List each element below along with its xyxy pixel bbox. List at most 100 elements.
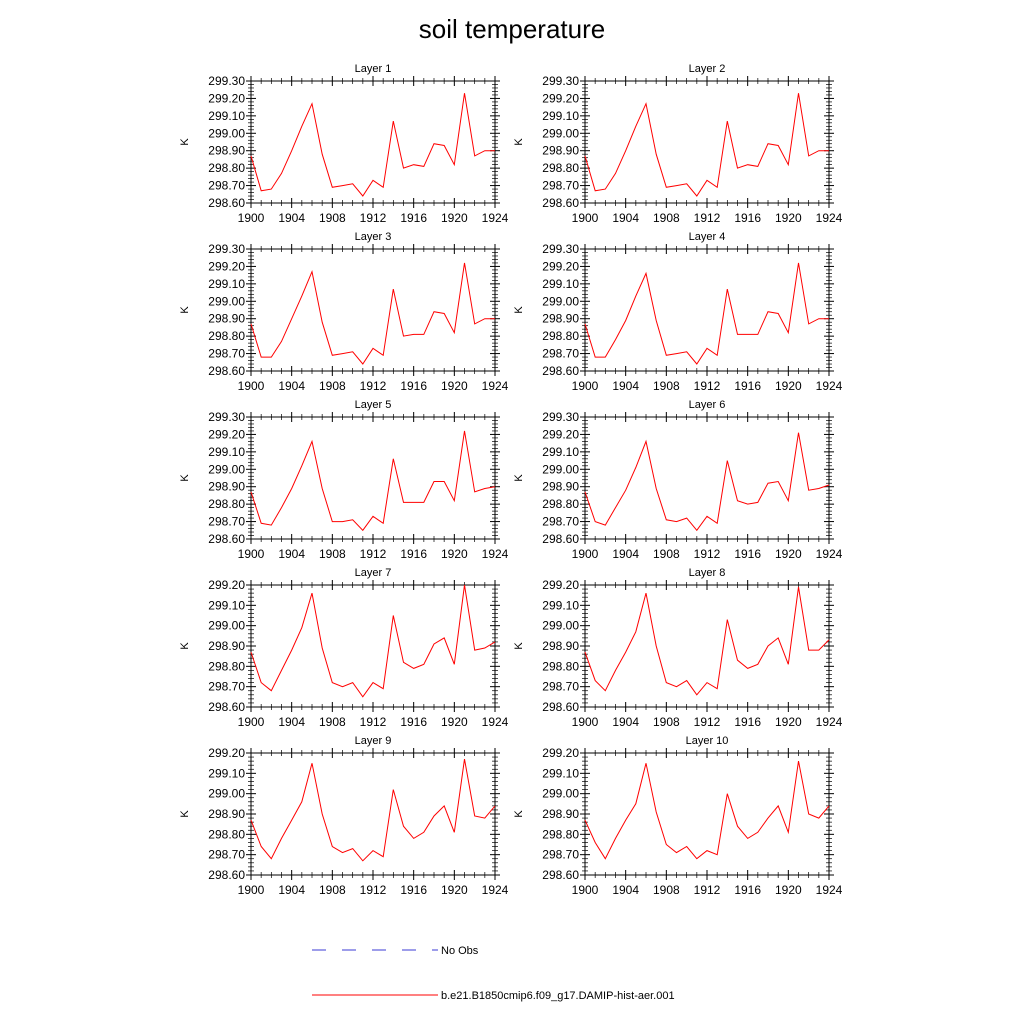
y-tick-label: 299.00 (208, 126, 245, 140)
series-line (250, 759, 496, 862)
x-tick-label: 1912 (694, 211, 721, 225)
plot-frame (250, 80, 496, 204)
y-axis-label: K (513, 810, 525, 818)
x-tick-label: 1916 (734, 547, 761, 561)
x-tick-label: 1908 (319, 715, 346, 729)
y-tick-label: 299.10 (542, 598, 579, 612)
y-tick-label: 299.10 (542, 277, 579, 291)
y-tick-label: 298.60 (542, 364, 579, 378)
x-tick-label: 1924 (816, 211, 843, 225)
x-tick-label: 1900 (238, 715, 265, 729)
x-tick-label: 1924 (482, 211, 509, 225)
panel-3: Layer 3 K 298.60 298.70 298.80 298.90 299.00 29… (179, 231, 509, 393)
y-tick-label: 299.20 (208, 91, 245, 105)
x-tick-label: 1920 (775, 715, 802, 729)
x-tick-label: 1924 (816, 379, 843, 393)
plot-frame (250, 584, 496, 708)
x-tick-label: 1924 (816, 883, 843, 897)
y-tick-label: 298.70 (208, 179, 245, 193)
y-tick-label: 299.20 (208, 427, 245, 441)
panel-title: Layer 7 (355, 567, 392, 579)
x-tick-label: 1900 (572, 379, 599, 393)
plot-frame (250, 416, 496, 540)
x-tick-label: 1908 (319, 883, 346, 897)
x-tick-label: 1920 (441, 883, 468, 897)
panel-1: Layer 1 K 298.60 298.70 298.80 298.90 299.00 29… (179, 63, 509, 225)
x-tick-label: 1920 (775, 883, 802, 897)
y-tick-label: 299.30 (208, 74, 245, 88)
x-tick-label: 1912 (694, 715, 721, 729)
y-tick-label: 298.90 (542, 480, 579, 494)
panel-7: Layer 7 K 298.60 298.70 298.80 298.90 299.00 29… (179, 567, 509, 729)
plot-frame (584, 584, 830, 708)
plot-frame (584, 752, 830, 876)
y-tick-label: 298.70 (542, 680, 579, 694)
y-tick-label: 299.10 (542, 109, 579, 123)
y-tick-label: 298.60 (542, 532, 579, 546)
x-tick-label: 1916 (400, 379, 427, 393)
y-tick-label: 298.90 (542, 312, 579, 326)
x-tick-label: 1900 (572, 715, 599, 729)
panel-title: Layer 8 (689, 567, 726, 579)
figure-title: soil temperature (418, 14, 606, 44)
y-tick-label: 298.80 (208, 497, 245, 511)
x-tick-label: 1920 (441, 547, 468, 561)
x-tick-label: 1908 (319, 211, 346, 225)
panel-6: Layer 6 K 298.60 298.70 298.80 298.90 299.00 29… (513, 399, 843, 561)
x-tick-label: 1908 (319, 379, 346, 393)
x-tick-label: 1916 (734, 211, 761, 225)
plot-frame (584, 416, 830, 540)
y-tick-label: 298.90 (542, 639, 579, 653)
x-tick-label: 1908 (653, 883, 680, 897)
y-axis-label: K (513, 306, 525, 314)
x-tick-label: 1912 (360, 547, 387, 561)
x-tick-label: 1912 (360, 379, 387, 393)
x-tick-label: 1900 (572, 883, 599, 897)
y-tick-label: 298.80 (542, 497, 579, 511)
x-tick-label: 1912 (694, 379, 721, 393)
y-tick-label: 299.10 (208, 766, 245, 780)
y-tick-label: 299.20 (208, 746, 245, 760)
panel-title: Layer 3 (355, 231, 392, 243)
y-tick-label: 299.00 (208, 294, 245, 308)
panel-8: Layer 8 K 298.60 298.70 298.80 298.90 299.00 29… (513, 567, 843, 729)
x-tick-label: 1924 (816, 547, 843, 561)
y-tick-label: 298.90 (208, 480, 245, 494)
x-tick-label: 1900 (238, 547, 265, 561)
y-tick-label: 299.30 (542, 74, 579, 88)
x-tick-label: 1900 (238, 379, 265, 393)
x-tick-label: 1924 (816, 715, 843, 729)
panel-title: Layer 9 (355, 735, 392, 747)
y-tick-label: 299.00 (542, 619, 579, 633)
y-axis-label: K (513, 642, 525, 650)
x-tick-label: 1924 (482, 379, 509, 393)
y-tick-label: 299.00 (542, 126, 579, 140)
x-tick-label: 1920 (441, 715, 468, 729)
x-tick-label: 1912 (360, 883, 387, 897)
y-tick-label: 298.70 (542, 179, 579, 193)
x-tick-label: 1912 (360, 715, 387, 729)
x-tick-label: 1908 (319, 547, 346, 561)
panel-title: Layer 6 (689, 399, 726, 411)
y-tick-label: 298.70 (208, 848, 245, 862)
y-tick-label: 298.80 (208, 329, 245, 343)
series-line (584, 432, 830, 532)
y-tick-label: 299.20 (542, 746, 579, 760)
y-tick-label: 298.80 (542, 659, 579, 673)
series-line (250, 262, 495, 365)
x-tick-label: 1908 (653, 715, 680, 729)
y-tick-label: 298.60 (542, 868, 579, 882)
y-tick-label: 298.60 (208, 532, 245, 546)
panel-5: Layer 5 K 298.60 298.70 298.80 298.90 299.00 29… (179, 399, 509, 561)
y-tick-label: 299.10 (208, 109, 245, 123)
x-tick-label: 1904 (278, 715, 305, 729)
x-tick-label: 1916 (400, 547, 427, 561)
y-tick-label: 298.80 (542, 827, 579, 841)
y-tick-label: 298.60 (208, 700, 245, 714)
x-tick-label: 1916 (400, 211, 427, 225)
y-tick-label: 299.20 (542, 427, 579, 441)
x-tick-label: 1904 (612, 715, 639, 729)
y-axis-label: K (513, 474, 525, 482)
panel-9: Layer 9 K 298.60 298.70 298.80 298.90 299.00 29… (179, 735, 509, 897)
